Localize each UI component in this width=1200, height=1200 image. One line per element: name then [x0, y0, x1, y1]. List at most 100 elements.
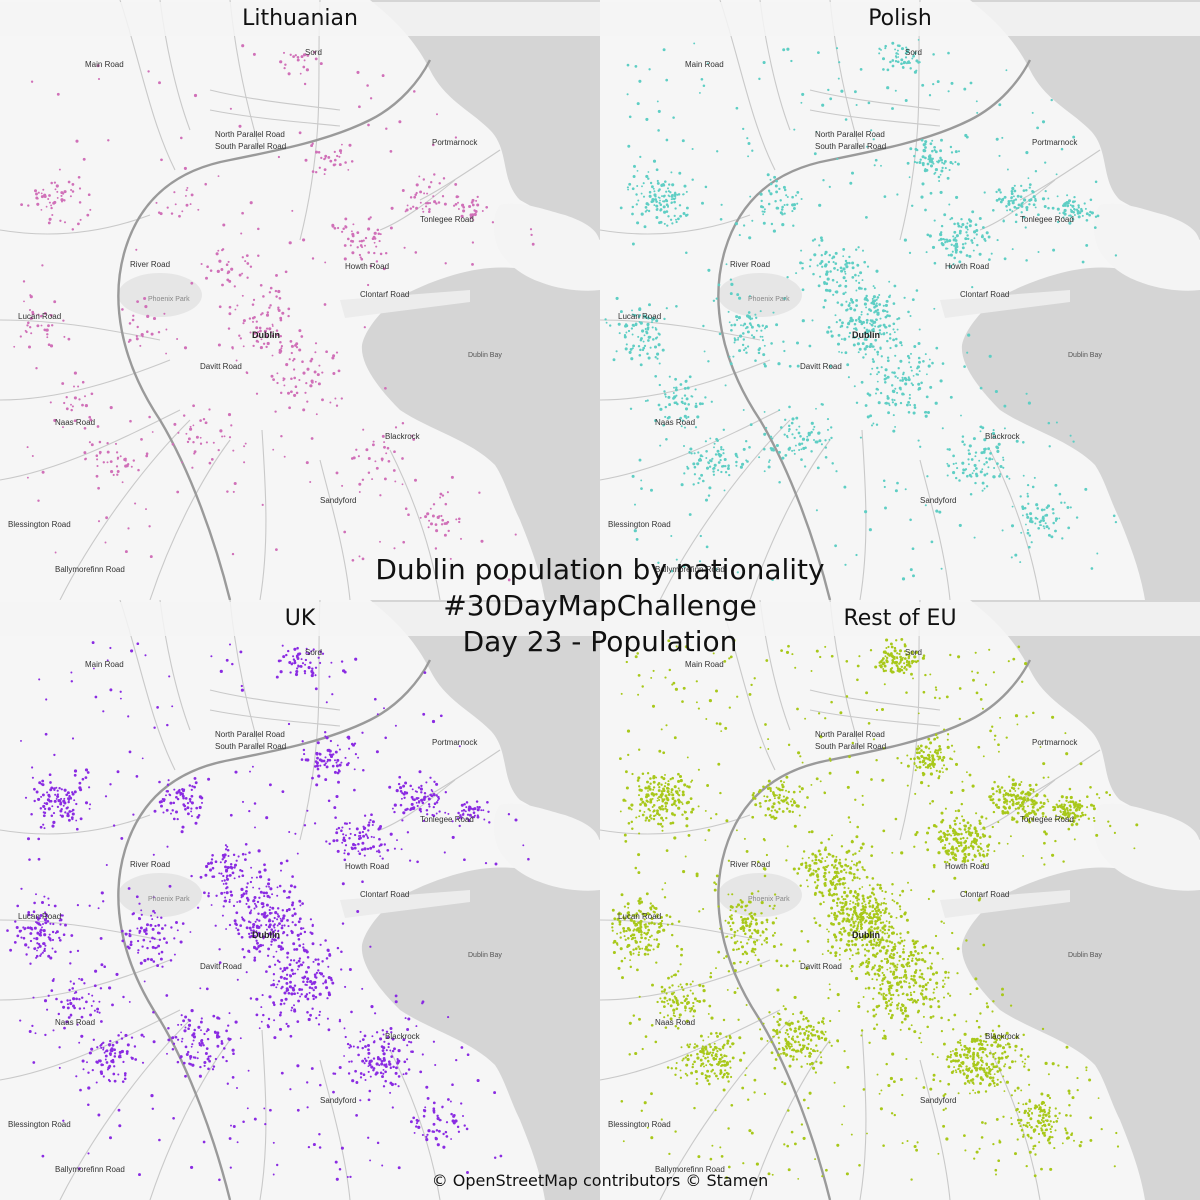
population-dot [946, 240, 949, 243]
population-dot [276, 333, 280, 337]
population-dot [292, 942, 296, 946]
population-dot [494, 862, 498, 866]
population-dot [37, 946, 40, 949]
population-dot [315, 753, 319, 756]
population-dot [444, 1130, 448, 1134]
population-dot [416, 860, 419, 864]
population-dot [30, 332, 33, 335]
population-dot [886, 339, 889, 343]
population-dot [638, 321, 641, 323]
population-dot [745, 351, 748, 354]
population-dot [322, 982, 325, 985]
population-dot [344, 844, 348, 847]
population-dot [303, 670, 307, 673]
population-dot [183, 166, 187, 170]
population-dot [33, 947, 36, 950]
population-dot [239, 337, 242, 340]
population-dot [114, 442, 118, 445]
population-dot [876, 350, 880, 354]
population-dot [896, 44, 900, 47]
population-dot [99, 1070, 103, 1074]
population-dot [896, 1003, 899, 1007]
population-dot [435, 202, 438, 205]
population-dot [319, 943, 322, 946]
population-dot [628, 350, 632, 354]
population-dot [824, 446, 828, 449]
population-dot [1041, 515, 1045, 519]
population-dot [623, 335, 627, 339]
population-dot [297, 964, 301, 968]
population-dot [291, 662, 294, 665]
population-dot [198, 1074, 202, 1078]
population-dot [253, 907, 256, 910]
population-dot [683, 184, 687, 188]
population-dot [845, 300, 848, 303]
population-dot [626, 186, 629, 189]
population-dot [253, 895, 257, 900]
population-dot [674, 377, 677, 381]
population-dot [701, 455, 704, 458]
phoenix-park-area [118, 273, 202, 317]
population-dot [1081, 214, 1084, 217]
population-dot [658, 201, 661, 205]
population-dot [182, 414, 186, 417]
population-dot [232, 490, 235, 493]
population-dot [703, 350, 706, 353]
population-dot [268, 885, 270, 888]
population-dot [751, 317, 754, 320]
population-dot [412, 1116, 416, 1120]
population-dot [104, 1050, 107, 1053]
population-dot [781, 205, 784, 209]
population-dot [338, 763, 342, 767]
population-dot [44, 913, 47, 916]
population-dot [646, 323, 650, 327]
population-dot [361, 478, 365, 482]
population-dot [326, 948, 330, 952]
population-dot [791, 433, 794, 436]
population-dot [22, 280, 26, 283]
population-dot [901, 577, 906, 581]
population-dot [193, 785, 196, 789]
population-dot [673, 214, 676, 217]
population-dot [135, 248, 138, 251]
population-dot [54, 932, 57, 934]
population-dot [63, 190, 67, 194]
population-dot [86, 771, 90, 774]
population-dot [200, 801, 204, 804]
population-dot [992, 792, 995, 796]
population-dot [1014, 220, 1018, 224]
population-dot [642, 340, 645, 343]
population-dot [890, 941, 894, 944]
population-dot [882, 304, 885, 307]
population-dot [828, 289, 832, 293]
population-dot [399, 789, 403, 793]
population-dot [1002, 795, 1005, 798]
population-dot [984, 1040, 988, 1043]
population-dot [819, 275, 822, 278]
population-dot [138, 902, 141, 905]
population-dot [478, 491, 481, 494]
population-dot [735, 315, 739, 319]
population-dot [176, 1038, 180, 1041]
population-dot [20, 887, 23, 890]
population-dot [181, 210, 184, 213]
population-dot [1034, 199, 1037, 202]
population-dot [146, 314, 150, 318]
population-dot [970, 458, 974, 461]
population-dot [733, 338, 737, 342]
population-dot [245, 971, 248, 974]
population-dot [321, 652, 325, 655]
population-dot [229, 890, 233, 894]
population-dot [214, 924, 217, 927]
population-dot [757, 348, 761, 352]
population-dot [172, 1116, 175, 1120]
place-label-blackrock: Blackrock [985, 432, 1020, 441]
population-dot [985, 457, 988, 460]
population-dot [732, 355, 735, 358]
population-dot [41, 779, 45, 783]
population-dot [491, 221, 495, 224]
population-dot [849, 316, 853, 320]
population-dot [140, 1033, 144, 1037]
population-dot [463, 858, 466, 862]
population-dot [207, 1055, 210, 1058]
